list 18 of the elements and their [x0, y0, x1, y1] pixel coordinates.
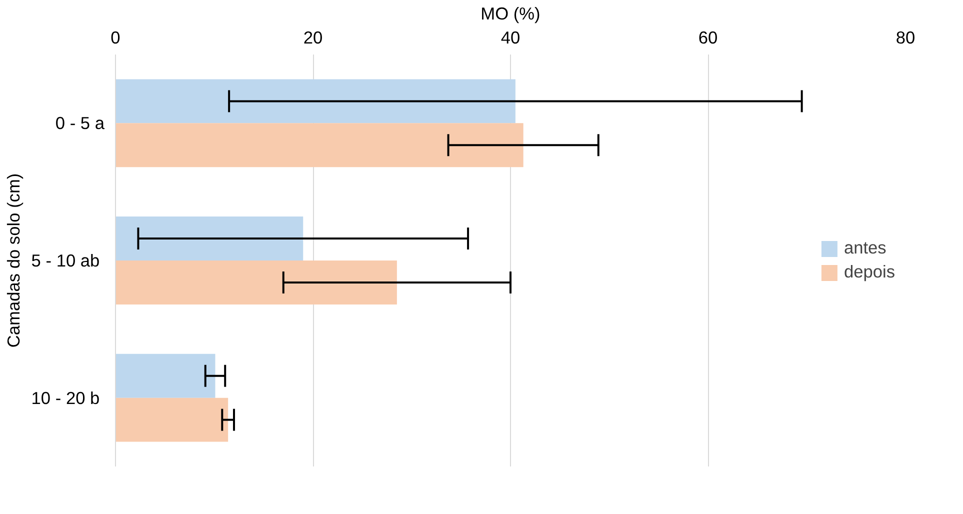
- bar: [116, 79, 516, 124]
- bar: [116, 398, 228, 442]
- legend-label: depois: [844, 262, 895, 282]
- bar: [116, 216, 304, 260]
- y-tick-label: 10 - 20 b: [31, 388, 100, 408]
- x-axis-title: MO (%): [480, 4, 540, 24]
- bar: [116, 123, 524, 168]
- bar: [116, 354, 216, 398]
- x-tick-label: 40: [500, 28, 520, 48]
- y-tick-label: 0 - 5 a: [55, 113, 105, 134]
- y-axis-title: Camadas do solo (cm): [3, 173, 24, 348]
- y-tick-label: 5 - 10 ab: [31, 250, 100, 270]
- x-tick-label: 60: [698, 28, 718, 48]
- x-tick-label: 20: [303, 28, 323, 48]
- x-tick-label: 0: [110, 28, 120, 48]
- legend-label: antes: [844, 238, 886, 258]
- x-tick-label: 80: [896, 28, 916, 48]
- bar: [116, 260, 397, 304]
